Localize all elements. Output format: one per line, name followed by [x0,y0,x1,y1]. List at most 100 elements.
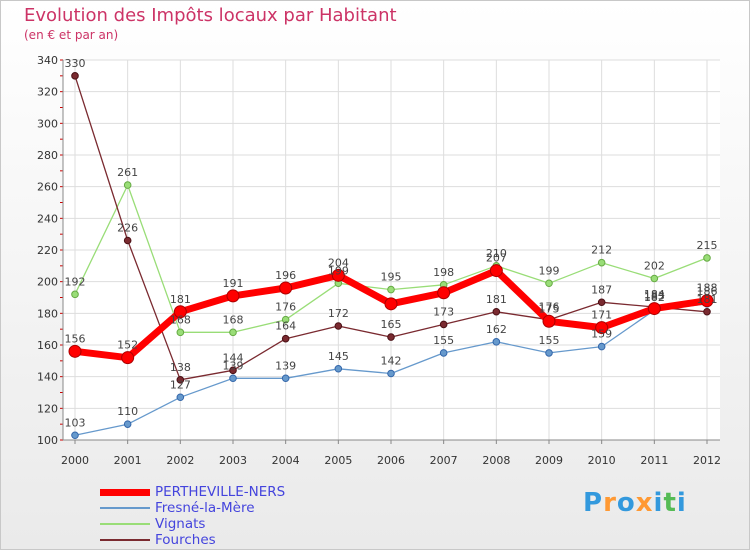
data-point [121,351,135,365]
data-point [439,349,448,357]
data-label: 188 [697,282,718,295]
y-tick-label: 180 [37,307,58,320]
logo-letter: o [616,488,636,518]
data-point [437,286,451,300]
data-point [703,307,711,316]
data-label: 127 [170,378,191,391]
data-label: 110 [117,405,138,418]
x-tick-label: 2002 [166,454,194,467]
data-label: 187 [591,283,612,296]
data-label: 195 [381,271,402,284]
legend-swatch [100,523,150,525]
data-label: 182 [644,291,665,304]
data-label: 183 [644,290,665,303]
data-label: 181 [697,293,718,306]
data-label: 139 [223,359,244,372]
data-label: 159 [591,328,612,341]
x-tick-label: 2003 [219,454,247,467]
data-point [595,321,609,335]
x-tick-label: 2011 [640,454,668,467]
data-label: 165 [381,318,402,331]
data-point [647,302,661,316]
legend-item: PERTHEVILLE-NERS [100,484,360,500]
data-point [281,315,290,324]
x-tick-label: 2008 [482,454,510,467]
logo-letter: i [676,488,687,518]
data-label: 155 [433,334,454,347]
data-point [176,376,185,384]
logo-letter: t [663,488,677,518]
legend: PERTHEVILLE-NERS Fresné-la-Mère Vignats Fou… [100,484,360,548]
data-label: 181 [486,293,507,306]
data-point [700,294,714,308]
data-label: 202 [644,260,665,273]
data-label: 226 [117,222,138,235]
x-tick-label: 2001 [114,454,142,467]
data-point [387,333,395,341]
data-point [597,298,606,307]
data-label: 199 [328,264,349,277]
data-point [597,258,606,267]
data-label: 103 [65,416,86,429]
data-label: 176 [275,301,296,314]
x-tick-label: 2004 [272,454,300,467]
data-label: 142 [381,355,402,368]
y-tick-label: 260 [37,181,58,194]
data-label: 152 [117,339,138,352]
data-label: 164 [275,320,296,333]
logo-letter: P [583,488,604,518]
data-point [229,374,237,383]
proxiti-logo: Proxiti [583,488,687,518]
chart-subtitle: (en € et par an) [24,28,119,42]
data-label: 198 [433,266,454,279]
y-tick-label: 140 [37,371,58,384]
y-tick-label: 120 [37,402,58,415]
data-point [384,297,398,311]
data-point [71,72,79,80]
data-label: 138 [170,361,191,374]
data-label: 186 [697,285,718,298]
data-point [176,328,185,337]
x-tick-label: 2006 [377,454,405,467]
data-point [492,338,501,346]
data-point [545,349,553,357]
data-label: 330 [65,57,86,70]
data-label: 210 [486,247,507,260]
data-point [281,334,290,343]
data-label: 145 [328,350,349,363]
data-label: 196 [275,269,296,282]
legend-label: Fresné-la-Mère [155,500,255,516]
y-tick-label: 240 [37,212,58,225]
legend-label: Vignats [155,516,206,532]
data-point [229,366,237,375]
data-label: 199 [539,264,560,277]
data-label: 139 [275,359,296,372]
data-label: 181 [170,293,191,306]
data-point [173,305,187,319]
data-point [226,289,240,303]
data-label: 172 [328,307,349,320]
data-point [387,285,395,294]
x-tick-label: 2010 [588,454,616,467]
data-point [703,254,711,262]
data-label: 144 [223,351,244,364]
data-point [650,274,659,283]
x-tick-label: 2012 [693,454,721,467]
x-tick-label: 2007 [430,454,458,467]
data-label: 155 [539,334,560,347]
data-point [387,369,395,378]
legend-item: Fresné-la-Mère [100,500,360,516]
data-point [71,431,79,440]
data-label: 168 [170,313,191,326]
legend-swatch [100,507,150,509]
data-label: 176 [539,301,560,314]
data-label: 184 [644,288,665,301]
logo-letter: r [603,488,617,518]
legend-swatch [100,539,150,541]
data-label: 207 [486,252,507,265]
data-label: 162 [486,323,507,336]
data-point [542,314,556,328]
x-tick-label: 2009 [535,454,563,467]
y-tick-label: 320 [37,86,58,99]
